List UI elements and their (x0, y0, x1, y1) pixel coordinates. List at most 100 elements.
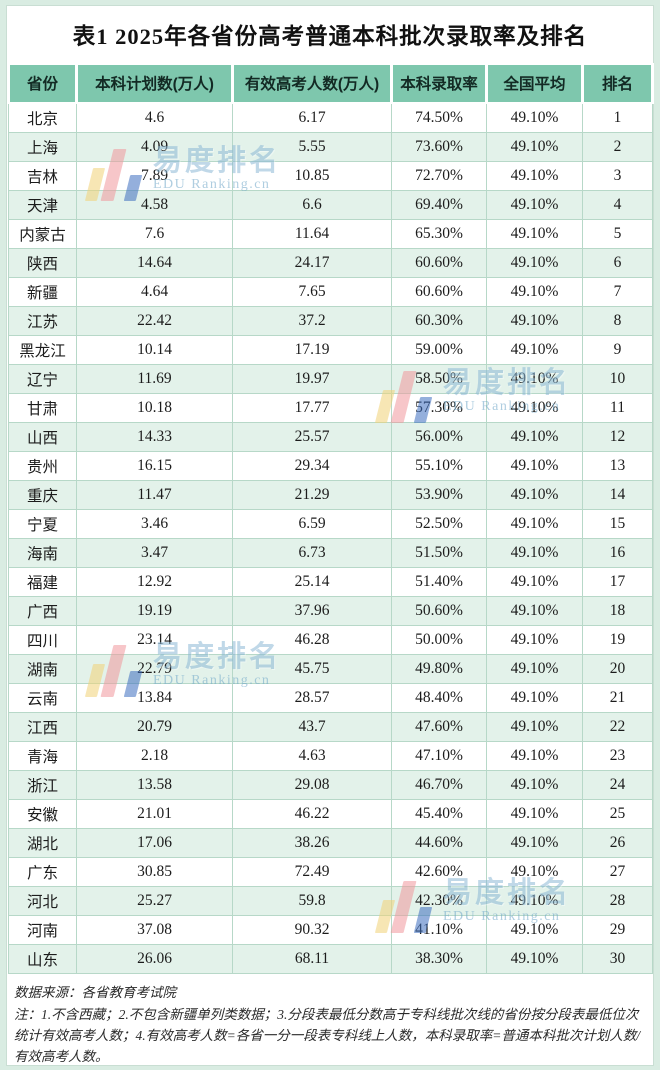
table-row: 江苏 22.42 37.2 60.30% 49.10% 8 (8, 305, 653, 336)
cell-rank: 28 (582, 885, 653, 916)
table-row: 贵州 16.15 29.34 55.10% 49.10% 13 (8, 450, 653, 481)
cell-plan-count: 30.85 (76, 856, 233, 887)
table-row: 黑龙江 10.14 17.19 59.00% 49.10% 9 (8, 334, 653, 365)
col-header-rank: 排名 (581, 63, 654, 104)
cell-admission-rate: 50.00% (391, 624, 487, 655)
table-row: 浙江 13.58 29.08 46.70% 49.10% 24 (8, 769, 653, 800)
cell-exam-count: 28.57 (232, 682, 392, 713)
cell-exam-count: 90.32 (232, 914, 392, 945)
cell-admission-rate: 51.50% (391, 537, 487, 568)
cell-exam-count: 37.96 (232, 595, 392, 626)
table-row: 吉林 7.89 10.85 72.70% 49.10% 3 (8, 160, 653, 191)
cell-plan-count: 37.08 (76, 914, 233, 945)
cell-exam-count: 45.75 (232, 653, 392, 684)
cell-plan-count: 14.64 (76, 247, 233, 278)
cell-plan-count: 19.19 (76, 595, 233, 626)
table-header-row: 省份 本科计划数(万人) 有效高考人数(万人) 本科录取率 全国平均 排名 (7, 63, 654, 104)
cell-rank: 1 (582, 102, 653, 133)
cell-national-average: 49.10% (486, 160, 583, 191)
cell-exam-count: 29.08 (232, 769, 392, 800)
cell-province: 陕西 (8, 247, 77, 278)
cell-plan-count: 21.01 (76, 798, 233, 829)
cell-admission-rate: 44.60% (391, 827, 487, 858)
cell-exam-count: 72.49 (232, 856, 392, 887)
cell-exam-count: 10.85 (232, 160, 392, 191)
cell-rank: 29 (582, 914, 653, 945)
cell-national-average: 49.10% (486, 537, 583, 568)
cell-national-average: 49.10% (486, 247, 583, 278)
cell-province: 四川 (8, 624, 77, 655)
cell-exam-count: 6.17 (232, 102, 392, 133)
cell-national-average: 49.10% (486, 798, 583, 829)
cell-admission-rate: 60.30% (391, 305, 487, 336)
table-row: 海南 3.47 6.73 51.50% 49.10% 16 (8, 537, 653, 568)
cell-province: 浙江 (8, 769, 77, 800)
cell-rank: 22 (582, 711, 653, 742)
cell-plan-count: 4.09 (76, 131, 233, 162)
cell-rank: 2 (582, 131, 653, 162)
cell-exam-count: 24.17 (232, 247, 392, 278)
cell-province: 重庆 (8, 479, 77, 510)
cell-rank: 7 (582, 276, 653, 307)
cell-exam-count: 7.65 (232, 276, 392, 307)
cell-plan-count: 4.58 (76, 189, 233, 220)
cell-plan-count: 22.42 (76, 305, 233, 336)
table-row: 重庆 11.47 21.29 53.90% 49.10% 14 (8, 479, 653, 510)
table-row: 河南 37.08 90.32 41.10% 49.10% 29 (8, 914, 653, 945)
table-row: 青海 2.18 4.63 47.10% 49.10% 23 (8, 740, 653, 771)
cell-province: 北京 (8, 102, 77, 133)
cell-national-average: 49.10% (486, 479, 583, 510)
cell-exam-count: 25.57 (232, 421, 392, 452)
table-row: 福建 12.92 25.14 51.40% 49.10% 17 (8, 566, 653, 597)
table-row: 陕西 14.64 24.17 60.60% 49.10% 6 (8, 247, 653, 278)
cell-province: 河北 (8, 885, 77, 916)
cell-province: 辽宁 (8, 363, 77, 394)
cell-national-average: 49.10% (486, 218, 583, 249)
cell-national-average: 49.10% (486, 102, 583, 133)
cell-admission-rate: 50.60% (391, 595, 487, 626)
cell-exam-count: 17.77 (232, 392, 392, 423)
cell-province: 安徽 (8, 798, 77, 829)
cell-rank: 19 (582, 624, 653, 655)
cell-exam-count: 5.55 (232, 131, 392, 162)
cell-national-average: 49.10% (486, 421, 583, 452)
cell-national-average: 49.10% (486, 740, 583, 771)
cell-exam-count: 43.7 (232, 711, 392, 742)
cell-exam-count: 46.28 (232, 624, 392, 655)
cell-rank: 27 (582, 856, 653, 887)
cell-national-average: 49.10% (486, 682, 583, 713)
cell-admission-rate: 53.90% (391, 479, 487, 510)
cell-national-average: 49.10% (486, 305, 583, 336)
cell-rank: 18 (582, 595, 653, 626)
admission-rate-table: 省份 本科计划数(万人) 有效高考人数(万人) 本科录取率 全国平均 排名 北京… (7, 63, 654, 974)
table-row: 四川 23.14 46.28 50.00% 49.10% 19 (8, 624, 653, 655)
cell-exam-count: 4.63 (232, 740, 392, 771)
cell-exam-count: 68.11 (232, 943, 392, 974)
cell-rank: 10 (582, 363, 653, 394)
cell-national-average: 49.10% (486, 508, 583, 539)
table-row: 广西 19.19 37.96 50.60% 49.10% 18 (8, 595, 653, 626)
cell-admission-rate: 60.60% (391, 247, 487, 278)
cell-province: 海南 (8, 537, 77, 568)
cell-province: 宁夏 (8, 508, 77, 539)
table-row: 湖北 17.06 38.26 44.60% 49.10% 26 (8, 827, 653, 858)
cell-admission-rate: 49.80% (391, 653, 487, 684)
table-row: 广东 30.85 72.49 42.60% 49.10% 27 (8, 856, 653, 887)
cell-plan-count: 13.84 (76, 682, 233, 713)
cell-admission-rate: 41.10% (391, 914, 487, 945)
cell-province: 新疆 (8, 276, 77, 307)
cell-province: 云南 (8, 682, 77, 713)
cell-rank: 17 (582, 566, 653, 597)
cell-admission-rate: 74.50% (391, 102, 487, 133)
cell-national-average: 49.10% (486, 276, 583, 307)
cell-province: 河南 (8, 914, 77, 945)
cell-exam-count: 11.64 (232, 218, 392, 249)
cell-national-average: 49.10% (486, 595, 583, 626)
cell-admission-rate: 38.30% (391, 943, 487, 974)
table-row: 内蒙古 7.6 11.64 65.30% 49.10% 5 (8, 218, 653, 249)
cell-plan-count: 26.06 (76, 943, 233, 974)
cell-admission-rate: 51.40% (391, 566, 487, 597)
table-row: 辽宁 11.69 19.97 58.50% 49.10% 10 (8, 363, 653, 394)
cell-exam-count: 17.19 (232, 334, 392, 365)
remark-note: 注：1.不含西藏；2.不包含新疆单列类数据；3.分段表最低分数高于专科线批次线的… (14, 1007, 641, 1065)
